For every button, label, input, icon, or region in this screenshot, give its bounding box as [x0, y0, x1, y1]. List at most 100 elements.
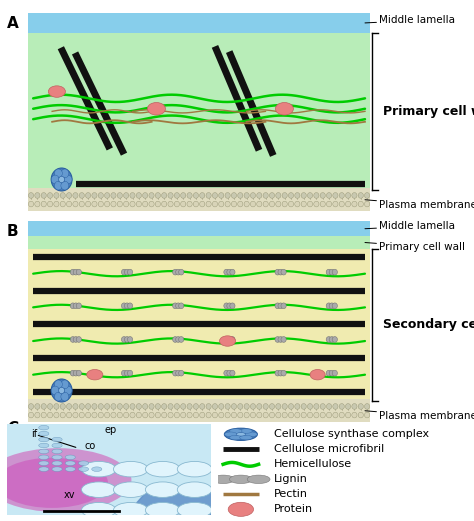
Circle shape — [269, 404, 274, 410]
Circle shape — [28, 412, 34, 418]
Circle shape — [219, 201, 224, 207]
Circle shape — [121, 269, 127, 275]
Circle shape — [187, 404, 192, 410]
Circle shape — [177, 462, 212, 477]
Circle shape — [39, 425, 49, 430]
Circle shape — [301, 201, 306, 207]
Circle shape — [229, 429, 242, 433]
Circle shape — [295, 404, 300, 410]
Circle shape — [240, 435, 252, 440]
Circle shape — [212, 404, 218, 410]
Circle shape — [276, 201, 281, 207]
Circle shape — [219, 404, 224, 410]
Circle shape — [41, 404, 46, 410]
Ellipse shape — [48, 86, 65, 97]
Circle shape — [275, 303, 280, 308]
Circle shape — [240, 429, 252, 433]
Circle shape — [230, 337, 235, 342]
Circle shape — [179, 269, 184, 275]
Circle shape — [76, 370, 82, 376]
Circle shape — [124, 269, 130, 275]
Circle shape — [54, 193, 59, 199]
Circle shape — [212, 201, 218, 207]
Circle shape — [111, 412, 116, 418]
Circle shape — [73, 412, 78, 418]
Circle shape — [76, 303, 82, 308]
Circle shape — [308, 404, 313, 410]
Circle shape — [105, 412, 110, 418]
Circle shape — [162, 193, 167, 199]
Circle shape — [149, 404, 154, 410]
Circle shape — [250, 193, 255, 199]
Circle shape — [358, 193, 364, 199]
Circle shape — [320, 412, 325, 418]
Bar — [28, 33, 370, 190]
Circle shape — [39, 449, 49, 454]
Circle shape — [314, 404, 319, 410]
Circle shape — [85, 193, 91, 199]
Circle shape — [168, 404, 173, 410]
Circle shape — [73, 193, 78, 199]
Circle shape — [225, 412, 230, 418]
Text: Cellulose microfibril: Cellulose microfibril — [274, 444, 384, 454]
Text: Plasma membrane: Plasma membrane — [365, 200, 474, 210]
Circle shape — [78, 467, 89, 472]
Circle shape — [39, 431, 49, 436]
Circle shape — [229, 475, 252, 483]
Circle shape — [155, 412, 161, 418]
Circle shape — [358, 412, 364, 418]
Circle shape — [278, 370, 283, 376]
Circle shape — [39, 455, 49, 460]
Circle shape — [231, 193, 237, 199]
Circle shape — [128, 337, 133, 342]
Circle shape — [111, 193, 116, 199]
Circle shape — [181, 193, 186, 199]
Circle shape — [288, 193, 293, 199]
Circle shape — [51, 379, 72, 402]
Circle shape — [117, 201, 122, 207]
Circle shape — [187, 201, 192, 207]
Circle shape — [263, 201, 268, 207]
Circle shape — [59, 176, 64, 183]
Text: ep: ep — [105, 425, 117, 435]
Circle shape — [73, 303, 78, 308]
Circle shape — [200, 412, 205, 418]
Circle shape — [111, 404, 116, 410]
Circle shape — [61, 181, 69, 190]
Circle shape — [28, 193, 34, 199]
Text: Secondary cell wall: Secondary cell wall — [383, 318, 474, 331]
Circle shape — [326, 370, 331, 376]
Circle shape — [136, 404, 141, 410]
Text: Middle lamella: Middle lamella — [365, 15, 455, 26]
Circle shape — [250, 404, 255, 410]
Circle shape — [320, 193, 325, 199]
Circle shape — [73, 337, 78, 342]
Circle shape — [41, 412, 46, 418]
Circle shape — [35, 404, 40, 410]
Circle shape — [225, 193, 230, 199]
Circle shape — [282, 412, 287, 418]
Circle shape — [79, 201, 84, 207]
Circle shape — [39, 437, 49, 442]
Circle shape — [174, 412, 180, 418]
Circle shape — [206, 193, 211, 199]
Circle shape — [66, 193, 72, 199]
Circle shape — [39, 461, 49, 466]
Circle shape — [52, 461, 62, 466]
Circle shape — [308, 201, 313, 207]
Circle shape — [85, 201, 91, 207]
Text: A: A — [7, 16, 19, 31]
Circle shape — [346, 193, 351, 199]
Circle shape — [121, 303, 127, 308]
Circle shape — [227, 370, 232, 376]
Circle shape — [143, 412, 148, 418]
Circle shape — [124, 404, 129, 410]
Circle shape — [130, 412, 135, 418]
Circle shape — [52, 443, 62, 448]
Circle shape — [329, 370, 335, 376]
Circle shape — [61, 380, 69, 389]
Circle shape — [276, 193, 281, 199]
Circle shape — [365, 193, 370, 199]
Circle shape — [301, 412, 306, 418]
Circle shape — [51, 386, 59, 395]
